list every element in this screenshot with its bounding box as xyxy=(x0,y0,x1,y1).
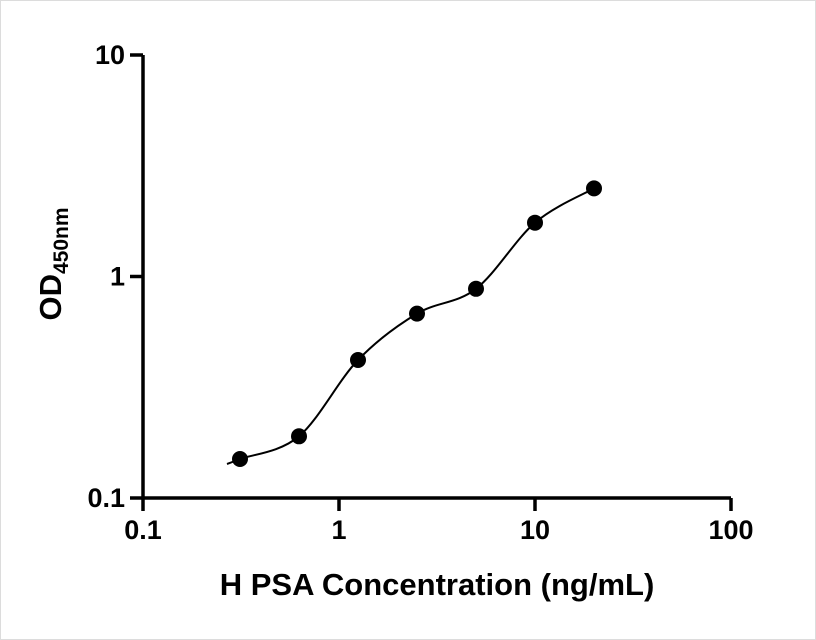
x-tick-label: 10 xyxy=(520,515,550,545)
x-axis-title: H PSA Concentration (ng/mL) xyxy=(220,567,655,602)
data-point xyxy=(232,451,248,467)
y-tick-label: 0.1 xyxy=(87,483,125,513)
fit-line-group xyxy=(226,187,595,465)
fit-line xyxy=(226,187,595,465)
x-tick-label: 1 xyxy=(331,515,346,545)
x-tick-label: 0.1 xyxy=(124,515,162,545)
data-points-group xyxy=(232,180,602,467)
axes-group: 0.1 1 10 100 0.1 1 10 xyxy=(87,40,753,545)
y-axis-title-sub: 450nm xyxy=(50,207,73,274)
y-tick-label: 10 xyxy=(95,40,125,70)
y-tick-label: 1 xyxy=(110,262,125,292)
axis-lines xyxy=(141,55,731,500)
data-point xyxy=(350,352,366,368)
data-point xyxy=(527,214,543,231)
x-tick-label: 100 xyxy=(708,515,753,545)
data-point xyxy=(409,305,425,322)
data-point xyxy=(291,428,307,445)
data-point xyxy=(468,280,484,297)
y-axis-title-main: OD xyxy=(33,274,68,321)
y-axis-title: OD450nm xyxy=(33,207,73,320)
data-point xyxy=(586,180,602,197)
